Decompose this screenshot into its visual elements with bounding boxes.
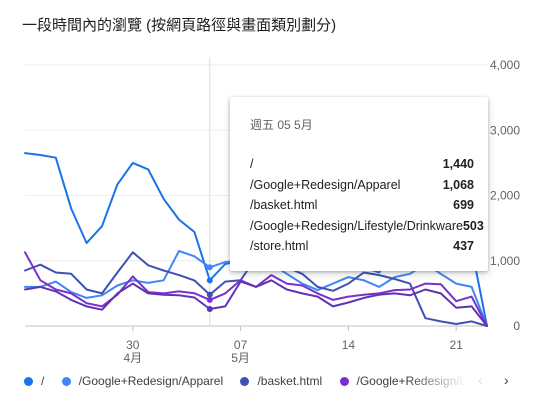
tooltip-value: 1,440 (442, 157, 474, 171)
tooltip-value: 699 (453, 198, 474, 212)
y-tick-label: 1,000 (490, 254, 520, 268)
chart-title: 一段時間內的瀏覽 (按網頁路徑與畫面類別劃分) (22, 17, 337, 34)
y-tick-label: 4,000 (490, 58, 520, 72)
hover-point (206, 264, 213, 271)
tooltip-label: /Google+Redesign/Lifestyle/Drinkware (250, 218, 463, 233)
chevron-right-icon[interactable]: › (504, 372, 509, 388)
tooltip-row: /store.html 437 (250, 236, 474, 257)
legend-label: /Google+Redesign/Apparel (78, 374, 224, 388)
chevron-left-icon[interactable]: ‹ (478, 372, 483, 388)
legend-fade (408, 370, 468, 394)
legend-label: /basket.html (257, 374, 323, 388)
y-tick-label: 3,000 (490, 123, 520, 137)
tooltip-value: 1,068 (442, 177, 474, 192)
tooltip-row: /Google+Redesign/Lifestyle/Drinkware 503 (250, 216, 484, 237)
tooltip-label: /Google+Redesign/Apparel (250, 177, 401, 192)
x-tick-label: 14 (342, 338, 356, 352)
legend: / /Google+Redesign/Apparel /basket.html … (24, 374, 464, 392)
legend-swatch (61, 376, 71, 386)
y-tick-label: 0 (513, 319, 520, 333)
legend-swatch (240, 376, 250, 386)
y-axis: 0 1,000 2,000 3,000 4,000 (490, 58, 520, 333)
hover-point (206, 291, 213, 298)
tooltip: 週五 05 5月 / 1,440 /Google+Redesign/Appare… (230, 97, 488, 271)
hover-markers (206, 57, 213, 326)
legend-item[interactable]: /basket.html (240, 374, 322, 388)
tooltip-label: /store.html (250, 239, 309, 253)
tooltip-row: /basket.html 699 (250, 195, 474, 216)
legend-item[interactable]: / (24, 374, 44, 388)
tooltip-row: /Google+Redesign/Apparel 1,068 (250, 175, 474, 196)
legend-swatch (339, 376, 349, 386)
tooltip-date: 週五 05 5月 (250, 118, 313, 132)
hover-point (206, 277, 213, 284)
hover-point (206, 296, 213, 303)
x-tick-label: 30 (126, 338, 140, 352)
x-tick-sublabel: 4月 (123, 351, 142, 365)
y-tick-label: 2,000 (490, 189, 520, 203)
x-tick-label: 21 (450, 338, 464, 352)
tooltip-row: / 1,440 (250, 154, 474, 175)
series-line (24, 279, 488, 327)
tooltip-label: /basket.html (250, 198, 318, 212)
hover-point (206, 306, 213, 313)
legend-label: / (41, 374, 45, 388)
tooltip-label: / (250, 157, 254, 171)
x-tick-label: 07 (234, 338, 248, 352)
tooltip-value: 503 (462, 218, 484, 233)
legend-item[interactable]: /Google+Redesign/Apparel (61, 374, 224, 388)
x-tick-sublabel: 5月 (231, 351, 250, 365)
legend-swatch (24, 376, 33, 386)
tooltip-value: 437 (453, 239, 474, 253)
